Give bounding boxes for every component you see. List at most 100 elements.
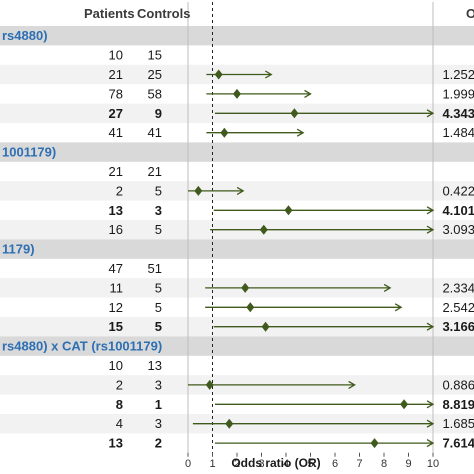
odds-ratio-marker [241, 282, 250, 293]
odds-ratio-marker [290, 108, 299, 119]
ci-arrowhead [426, 322, 435, 331]
odds-ratio-marker [261, 321, 270, 332]
odds-ratio-value: 4.343 [442, 106, 474, 121]
odds-ratio-value: 1.484 [442, 125, 474, 140]
controls-count: 5 [155, 222, 162, 237]
controls-count: 2 [155, 436, 162, 451]
section-band [0, 26, 474, 46]
patients-count: 16 [109, 222, 123, 237]
patients-count: 10 [109, 48, 123, 63]
section-band [0, 142, 474, 162]
controls-count: 13 [148, 358, 162, 373]
patients-count: 13 [109, 203, 123, 218]
x-tick-label: 5 [307, 458, 313, 470]
ci-arrowhead [426, 225, 435, 234]
odds-ratio-value: 1.685 [442, 416, 474, 431]
patients-count: 78 [109, 86, 123, 101]
ci-arrowhead [426, 206, 435, 215]
odds-ratio-marker [259, 224, 268, 235]
ci-arrowhead [426, 109, 435, 118]
patients-count: 8 [116, 397, 123, 412]
patients-count: 21 [109, 164, 123, 179]
odds-ratio-marker [194, 185, 203, 196]
controls-count: 5 [155, 300, 162, 315]
controls-count: 21 [148, 164, 162, 179]
controls-count: 5 [155, 319, 162, 334]
x-tick-label: 10 [427, 458, 439, 470]
ci-arrowhead [304, 89, 312, 98]
x-tick-label: 6 [332, 458, 338, 470]
patients-count: 13 [109, 436, 123, 451]
header-controls: Controls [137, 6, 190, 21]
plot-frame [187, 2, 434, 455]
controls-count: 15 [148, 48, 162, 63]
controls-count: 5 [155, 280, 162, 295]
controls-count: 51 [148, 261, 162, 276]
x-tick-label: 7 [356, 458, 362, 470]
odds-ratio-marker [220, 127, 229, 138]
patients-count: 47 [109, 261, 123, 276]
controls-count: 58 [148, 86, 162, 101]
odds-ratio-value: 2.542 [442, 300, 474, 315]
x-tick-label: 9 [405, 458, 411, 470]
patients-count: 12 [109, 300, 123, 315]
ci-arrowhead [394, 303, 403, 312]
patients-count: 2 [116, 377, 123, 392]
controls-count: 5 [155, 183, 162, 198]
odds-ratio-value: 0.886 [442, 377, 474, 392]
section-label: 1001179) [2, 145, 56, 160]
odds-ratio-marker [246, 302, 255, 313]
ci-arrowhead [236, 186, 245, 195]
odds-ratio-marker [370, 438, 379, 449]
odds-ratio-marker [400, 399, 409, 410]
odds-ratio-value: 2.334 [442, 280, 474, 295]
odds-ratio-marker [284, 205, 293, 216]
header-or: O [466, 6, 474, 21]
odds-ratio-marker [205, 379, 214, 390]
odds-ratio-marker [232, 88, 241, 99]
x-tick-label: 8 [381, 458, 387, 470]
patients-count: 11 [110, 280, 124, 295]
ci-arrowhead [296, 128, 305, 137]
ci-arrowhead [426, 400, 435, 409]
section-band [0, 239, 474, 259]
patients-count: 4 [116, 416, 123, 431]
odds-ratio-value: 8.819 [442, 397, 474, 412]
controls-count: 41 [148, 125, 162, 140]
x-axis: 0 1 2 3 4 5 6 7 8 9 10 [185, 452, 439, 470]
odds-ratio-value: 3.093 [442, 222, 474, 237]
controls-count: 9 [155, 106, 162, 121]
controls-count: 3 [155, 416, 162, 431]
x-tick-label: 2 [234, 458, 240, 470]
section-label: rs4880) [2, 28, 48, 43]
odds-ratio-value: 1.252 [442, 67, 474, 82]
section-label: 1179) [2, 242, 35, 257]
header-patients: Patients [84, 6, 135, 21]
patients-count: 10 [109, 358, 123, 373]
patients-count: 41 [109, 125, 123, 140]
controls-count: 3 [155, 377, 162, 392]
controls-count: 1 [155, 397, 162, 412]
ci-arrowhead [264, 70, 273, 79]
x-tick-label: 0 [185, 458, 191, 470]
ci-arrowhead [348, 380, 356, 389]
x-tick-label: 3 [258, 458, 264, 470]
odds-ratio-value: 7.614 [442, 436, 474, 451]
patients-count: 2 [116, 183, 123, 198]
odds-ratio-value: 3.166 [442, 319, 474, 334]
x-tick-label: 1 [209, 458, 215, 470]
x-tick-label: 4 [283, 458, 289, 470]
section-band [0, 336, 474, 356]
odds-ratio-value: 1.999 [442, 86, 474, 101]
patients-count: 21 [109, 67, 123, 82]
controls-count: 25 [148, 67, 162, 82]
patients-count: 27 [109, 106, 123, 121]
section-label: rs4880) x CAT (rs1001179) [2, 339, 162, 354]
patients-count: 15 [109, 319, 123, 334]
ci-arrowhead [426, 439, 435, 448]
ci-arrowhead [426, 419, 435, 428]
odds-ratio-marker [225, 418, 234, 429]
controls-count: 3 [155, 203, 162, 218]
